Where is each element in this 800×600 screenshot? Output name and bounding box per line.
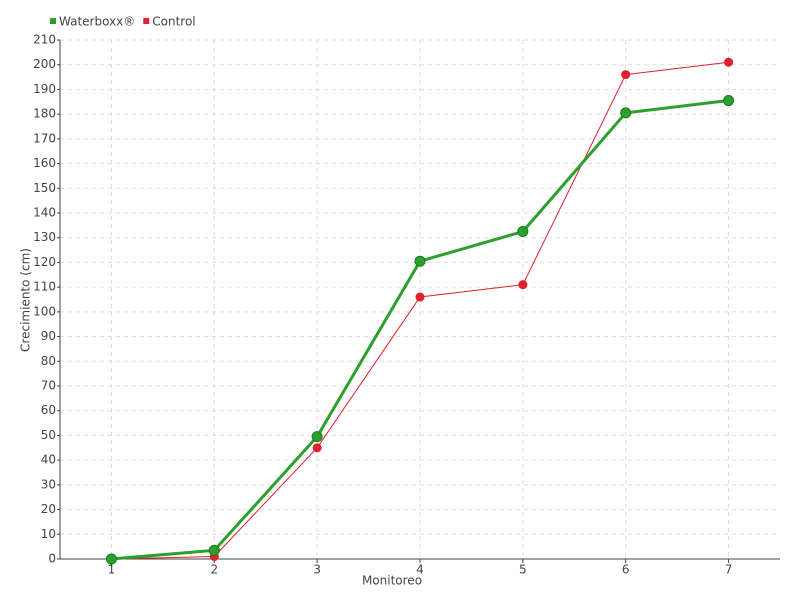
x-tick-label: 1	[108, 563, 116, 577]
y-tick-label: 20	[41, 502, 56, 516]
data-point	[518, 280, 528, 290]
y-tick-label: 140	[33, 206, 56, 220]
y-tick-label: 180	[33, 107, 56, 121]
y-tick-label: 50	[41, 428, 56, 442]
y-tick-label: 100	[33, 304, 56, 318]
y-tick-label: 60	[41, 403, 56, 417]
y-tick-label: 10	[41, 527, 56, 541]
y-tick-label: 90	[41, 329, 56, 343]
x-axis-label: Monitoreo	[362, 574, 422, 588]
x-tick-label: 4	[416, 563, 424, 577]
y-axis-label: Crecimiento (cm)	[19, 248, 33, 352]
y-tick-label: 160	[33, 156, 56, 170]
data-point	[105, 553, 117, 565]
data-point	[414, 255, 426, 267]
data-point	[723, 95, 735, 107]
data-point	[724, 57, 734, 67]
data-point	[517, 226, 529, 238]
y-tick-label: 0	[48, 552, 56, 566]
data-point	[312, 443, 322, 453]
data-point	[415, 292, 425, 302]
y-tick-label: 120	[33, 255, 56, 269]
y-tick-label: 150	[33, 181, 56, 195]
legend-marker	[143, 18, 150, 24]
y-tick-label: 190	[33, 82, 56, 96]
data-point	[208, 544, 220, 556]
data-point	[621, 70, 631, 80]
y-tick-label: 40	[41, 453, 56, 467]
x-tick-label: 6	[622, 563, 630, 577]
y-tick-label: 70	[41, 379, 56, 393]
y-tick-label: 130	[33, 230, 56, 244]
y-tick-label: 80	[41, 354, 56, 368]
x-tick-label: 5	[519, 563, 527, 577]
x-tick-label: 3	[313, 563, 321, 577]
x-tick-label: 7	[725, 563, 733, 577]
data-point	[311, 431, 323, 443]
data-point	[620, 107, 632, 119]
y-tick-label: 30	[41, 477, 56, 491]
y-tick-label: 110	[33, 280, 56, 294]
legend-label: Control	[152, 15, 195, 29]
y-tick-label: 200	[33, 57, 56, 71]
y-tick-label: 170	[33, 131, 56, 145]
x-tick-label: 2	[210, 563, 218, 577]
legend-label: Waterboxx®	[59, 15, 135, 29]
y-tick-label: 210	[33, 33, 56, 47]
legend-marker	[50, 18, 56, 24]
